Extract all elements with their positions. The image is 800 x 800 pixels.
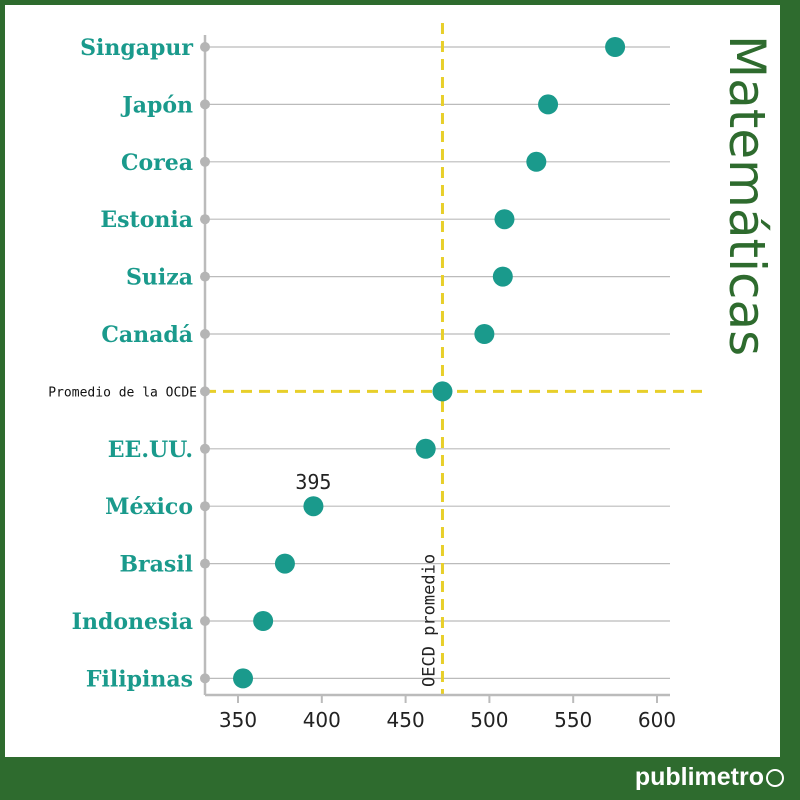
dot-plot: OECD promedio Singapur Japón Corea Estonia S… xyxy=(48,23,707,732)
row-marker xyxy=(200,329,210,339)
row-marker xyxy=(200,673,210,684)
category-label: Canadá xyxy=(101,322,193,348)
data-point xyxy=(432,381,453,402)
data-point xyxy=(538,94,559,115)
x-tick-label: 350 xyxy=(219,708,257,732)
publimetro-logo: publimetro xyxy=(635,763,784,792)
row-marker xyxy=(200,443,210,454)
row-marker xyxy=(200,99,210,110)
data-point xyxy=(303,496,324,517)
data-point xyxy=(415,438,436,459)
data-label: 395 xyxy=(295,470,331,494)
category-label: EE.UU. xyxy=(108,437,193,463)
row-marker xyxy=(200,156,210,167)
category-label: Estonia xyxy=(100,207,193,233)
row-marker xyxy=(200,616,210,626)
x-tick-label: 550 xyxy=(554,708,592,732)
category-label: Filipinas xyxy=(86,666,193,692)
data-point xyxy=(253,611,274,631)
category-label: Suiza xyxy=(126,265,193,291)
row-marker xyxy=(200,271,210,282)
data-point xyxy=(494,209,515,230)
data-point xyxy=(526,151,547,172)
category-label: Brasil xyxy=(119,552,193,578)
x-tick-label: 400 xyxy=(303,708,341,732)
chart-panel: OECD promedio Singapur Japón Corea Estonia S… xyxy=(5,5,780,757)
category-label: Singapur xyxy=(80,35,193,61)
reference-line-label: OECD promedio xyxy=(419,554,439,687)
category-label: Promedio de la OCDE xyxy=(48,385,197,400)
data-point xyxy=(274,553,295,574)
x-tick-label: 500 xyxy=(470,708,508,732)
brand-name: publimetro xyxy=(634,763,764,791)
row-marker xyxy=(200,558,210,569)
x-tick-label: 450 xyxy=(387,708,425,732)
category-label: Japón xyxy=(120,92,193,118)
category-label: México xyxy=(105,494,193,520)
category-label: Indonesia xyxy=(72,609,193,635)
category-label: Corea xyxy=(121,150,193,176)
chart-title: Matemáticas xyxy=(695,35,800,455)
chart-title-text: Matemáticas xyxy=(718,35,776,356)
row-marker xyxy=(200,42,210,52)
row-marker xyxy=(200,386,210,397)
data-point xyxy=(233,668,254,689)
globe-icon xyxy=(766,768,784,787)
row-marker xyxy=(200,501,210,512)
data-point xyxy=(492,266,513,287)
data-point xyxy=(474,324,495,344)
x-tick-label: 600 xyxy=(638,708,676,732)
row-marker xyxy=(200,214,210,225)
data-point xyxy=(605,37,626,57)
